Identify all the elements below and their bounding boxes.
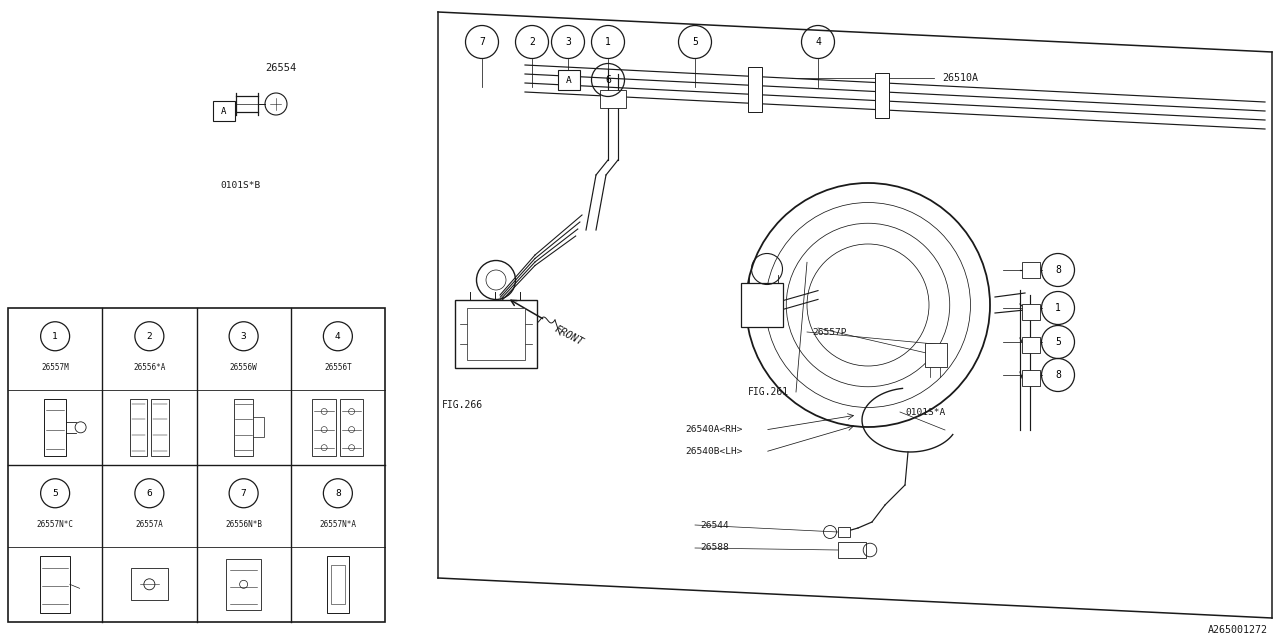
Bar — [339, 399, 364, 456]
Text: 26540A<RH>: 26540A<RH> — [685, 426, 742, 435]
Text: 26556*A: 26556*A — [133, 363, 165, 372]
Text: A: A — [221, 106, 227, 115]
Text: FIG.266: FIG.266 — [442, 400, 483, 410]
Text: 5: 5 — [1055, 337, 1061, 347]
Text: 6: 6 — [605, 75, 611, 85]
Bar — [253, 417, 264, 438]
Text: 26557N*A: 26557N*A — [320, 520, 356, 529]
Text: 26544: 26544 — [700, 520, 728, 529]
Text: A: A — [566, 76, 572, 84]
Text: 26557N*C: 26557N*C — [37, 520, 74, 529]
Text: 26556T: 26556T — [324, 363, 352, 372]
Bar — [1021, 304, 1041, 320]
Bar — [131, 568, 168, 600]
Text: 2: 2 — [146, 332, 152, 340]
Bar — [328, 556, 348, 612]
Text: 26557P: 26557P — [812, 328, 846, 337]
Text: 26556W: 26556W — [229, 363, 257, 372]
Text: 7: 7 — [479, 37, 485, 47]
Bar — [212, 101, 236, 121]
Text: 3: 3 — [564, 37, 571, 47]
Bar — [8, 308, 385, 622]
Text: 5: 5 — [52, 489, 58, 498]
Text: 4: 4 — [335, 332, 340, 340]
Text: 26588: 26588 — [700, 543, 728, 552]
Bar — [227, 559, 261, 610]
Text: 26540B<LH>: 26540B<LH> — [685, 447, 742, 456]
Text: 1: 1 — [1055, 303, 1061, 313]
Bar — [332, 564, 344, 604]
Text: 0101S*A: 0101S*A — [905, 408, 945, 417]
Bar — [1021, 337, 1041, 353]
Text: 4: 4 — [815, 37, 820, 47]
Text: 1: 1 — [605, 37, 611, 47]
Bar — [234, 399, 253, 456]
Text: 3: 3 — [241, 332, 247, 340]
Bar — [838, 527, 850, 537]
Text: 26557A: 26557A — [136, 520, 164, 529]
Text: 26557M: 26557M — [41, 363, 69, 372]
Text: FRONT: FRONT — [553, 324, 585, 348]
Bar — [129, 399, 147, 456]
Text: 2: 2 — [529, 37, 535, 47]
Bar — [748, 67, 762, 111]
Text: 26554: 26554 — [265, 63, 296, 73]
Bar — [454, 300, 538, 368]
Text: 0101S*B: 0101S*B — [220, 180, 260, 189]
Bar — [1021, 370, 1041, 386]
Text: 26510A: 26510A — [942, 73, 978, 83]
Text: 1: 1 — [52, 332, 58, 340]
Bar — [558, 70, 580, 90]
Text: 7: 7 — [241, 489, 247, 498]
Text: 8: 8 — [1055, 265, 1061, 275]
Text: 8: 8 — [1055, 370, 1061, 380]
Text: 26556N*B: 26556N*B — [225, 520, 262, 529]
Text: 8: 8 — [335, 489, 340, 498]
Bar — [1021, 262, 1041, 278]
Bar — [312, 399, 335, 456]
Text: A265001272: A265001272 — [1208, 625, 1268, 635]
Bar — [45, 399, 65, 456]
Bar — [925, 343, 947, 367]
Bar — [600, 90, 626, 108]
Bar — [41, 556, 70, 612]
Text: FIG.261: FIG.261 — [748, 387, 790, 397]
Text: 5: 5 — [692, 37, 698, 47]
Bar — [838, 542, 867, 558]
Bar — [741, 283, 783, 327]
Bar — [467, 308, 525, 360]
Text: 6: 6 — [146, 489, 152, 498]
Bar — [151, 399, 169, 456]
Bar — [876, 73, 890, 118]
